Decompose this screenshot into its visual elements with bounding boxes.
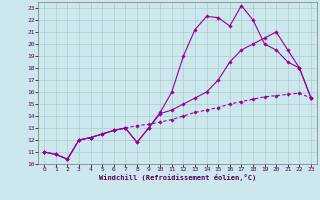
X-axis label: Windchill (Refroidissement éolien,°C): Windchill (Refroidissement éolien,°C) [99,174,256,181]
